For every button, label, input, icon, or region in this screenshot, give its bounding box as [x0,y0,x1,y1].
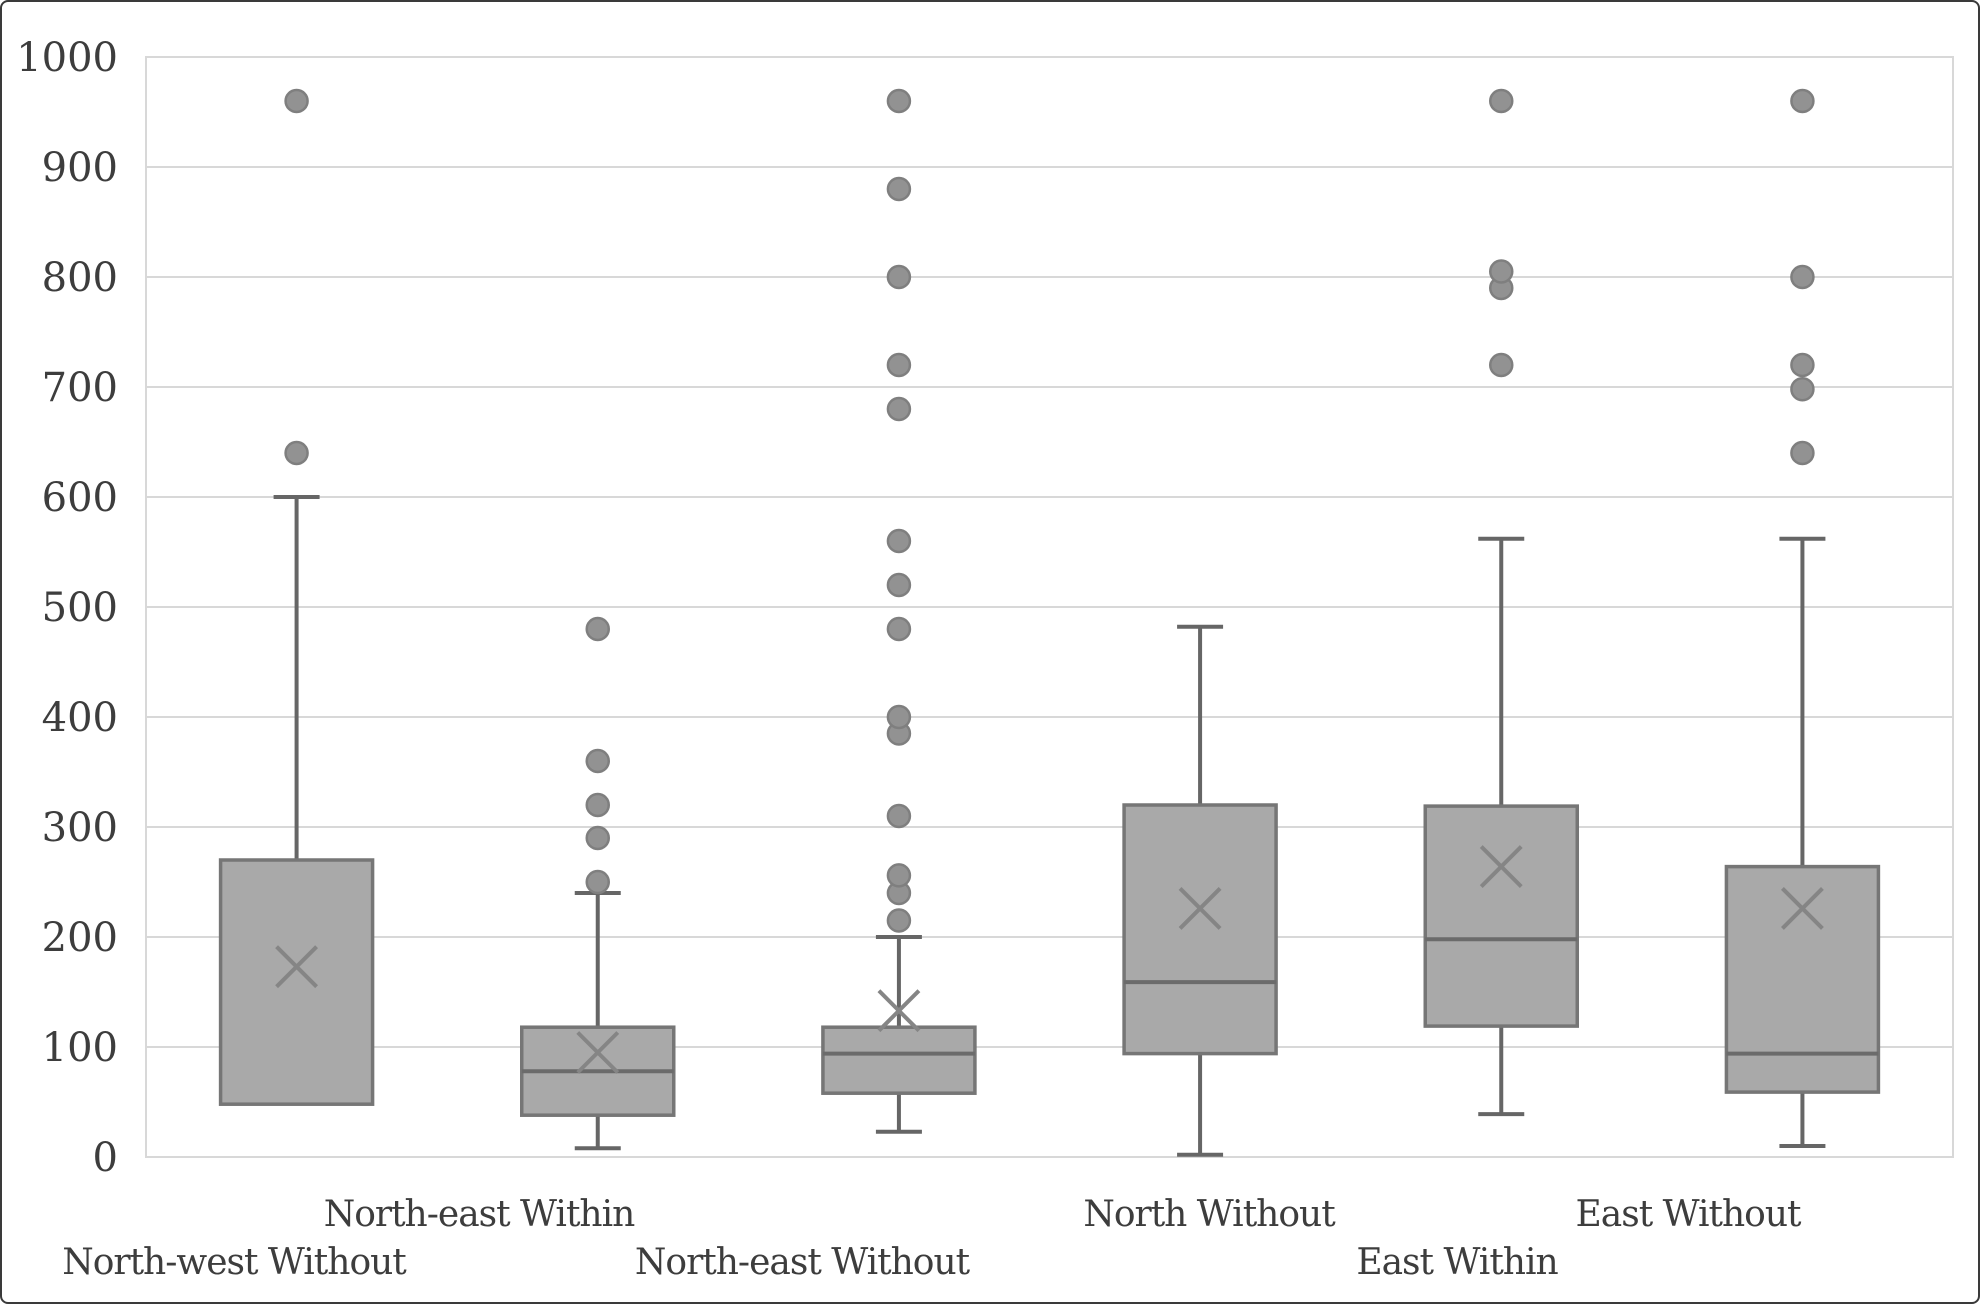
outlier-dot [284,440,309,466]
outlier-dot [886,908,912,933]
outlier-dot [1790,440,1815,466]
y-tick-label: 800 [42,255,118,301]
outlier-dot [284,88,309,114]
outlier-dot [1489,352,1514,378]
x-axis-label: North-east Within [324,1194,635,1235]
outlier-dot [886,572,912,598]
outlier-dot [585,616,610,642]
y-tick-label: 100 [42,1025,118,1071]
y-tick-label: 500 [42,585,118,631]
outlier-dot [585,748,610,774]
y-tick-label: 900 [42,145,118,191]
plot-border [145,56,1954,1158]
outlier-dot [1790,352,1815,378]
outlier-dot [585,825,610,851]
mean-marker [275,945,318,989]
outlier-dot [886,88,912,114]
y-tick-label: 300 [42,805,118,851]
outlier-dot [1790,376,1815,402]
y-tick-label: 400 [42,695,118,741]
outlier-dot [886,352,912,378]
outlier-dot [1790,264,1815,290]
box [1122,803,1278,1056]
x-axis-label: North Without [1083,1194,1336,1235]
outlier-dot [886,616,912,642]
x-axis-label: North-west Without [62,1242,407,1283]
outlier-dot [886,396,912,422]
outlier-dot [1489,88,1514,114]
outlier-dot [886,176,912,202]
outlier-dot [886,264,912,290]
y-tick-label: 700 [42,365,118,411]
x-axis-label: East Within [1356,1242,1558,1283]
y-tick-label: 200 [42,915,118,961]
outlier-dot [585,792,610,818]
outlier-dot [886,803,912,829]
y-tick-label: 600 [42,475,118,521]
y-tick-label: 1000 [16,35,118,81]
box [1724,864,1881,1094]
outlier-dot [886,528,912,554]
outlier-dot [1489,259,1514,284]
outlier-dot [1790,88,1815,114]
mean-marker [1178,886,1222,930]
box [218,858,375,1106]
mean-marker [1781,886,1824,930]
outlier-dot [886,704,912,730]
y-tick-label: 0 [93,1135,118,1181]
mean-marker [877,989,921,1033]
mean-marker [576,1031,620,1074]
x-axis-label: East Without [1576,1194,1803,1235]
mean-marker [1479,845,1523,889]
box [821,1025,977,1095]
outlier-dot [886,863,912,888]
box [1423,804,1579,1028]
x-axis-label: North-east Without [635,1242,971,1283]
outlier-dot [585,869,610,895]
